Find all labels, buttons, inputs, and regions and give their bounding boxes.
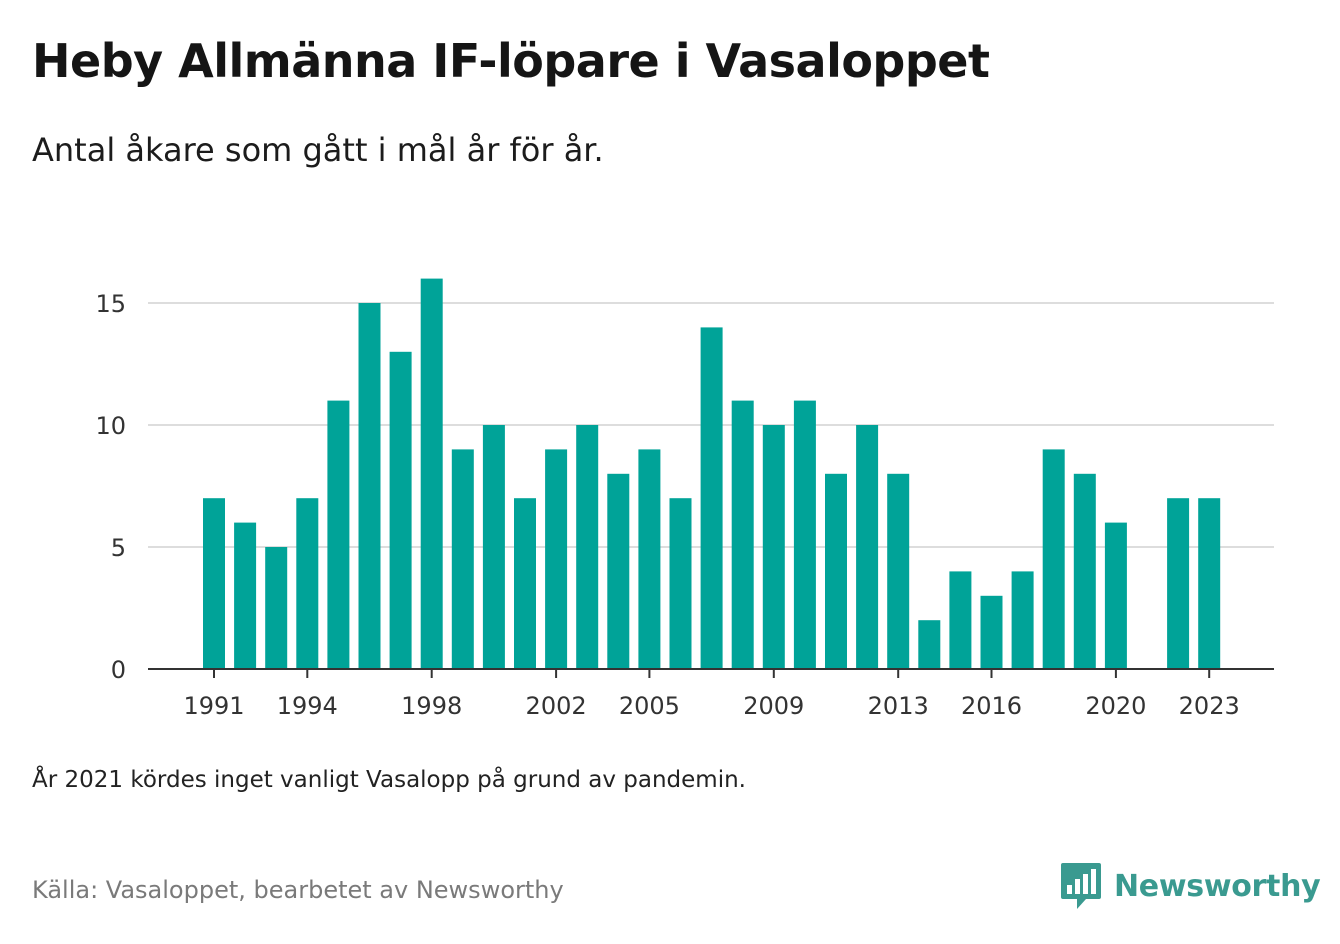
bar-2013	[887, 473, 910, 669]
x-tick-label: 2009	[743, 692, 804, 720]
bar-2002	[545, 449, 568, 669]
bar-2016	[980, 595, 1003, 669]
bar-2022	[1167, 498, 1190, 669]
x-tick-label: 2020	[1085, 692, 1146, 720]
bar-1994	[296, 498, 319, 669]
bar-2018	[1042, 449, 1065, 669]
bar-1995	[327, 400, 350, 669]
bar-2005	[638, 449, 661, 669]
chart-footnote: År 2021 kördes inget vanligt Vasalopp på…	[32, 767, 746, 793]
bar-2009	[762, 425, 785, 669]
bar-2023	[1198, 498, 1221, 669]
x-tick-label: 2005	[619, 692, 680, 720]
newsworthy-brand: Newsworthy	[1060, 860, 1321, 912]
y-tick-label: 15	[95, 290, 126, 318]
x-tick-label: 2002	[526, 692, 587, 720]
x-tick-label: 2013	[868, 692, 929, 720]
bar-2015	[949, 571, 972, 669]
bar-1999	[451, 449, 474, 669]
bars	[203, 278, 1221, 669]
bar-2004	[607, 473, 630, 669]
bar-2006	[669, 498, 692, 669]
bar-2003	[576, 425, 599, 669]
bar-2012	[856, 425, 879, 669]
bar-2008	[731, 400, 754, 669]
bar-2001	[514, 498, 536, 669]
x-tick-label: 1994	[277, 692, 338, 720]
brand-name: Newsworthy	[1114, 868, 1321, 904]
y-tick-label: 10	[95, 412, 126, 440]
bar-2014	[918, 620, 941, 669]
bar-2017	[1011, 571, 1034, 669]
bar-2019	[1073, 473, 1096, 669]
bar-1993	[265, 547, 288, 669]
bar-2000	[482, 425, 505, 669]
newsworthy-logo-icon	[1061, 863, 1101, 909]
bar-1998	[420, 278, 443, 669]
x-tick-label: 2023	[1179, 692, 1240, 720]
bar-1996	[358, 303, 381, 669]
bar-2007	[700, 327, 723, 669]
y-tick-label: 0	[111, 656, 126, 684]
y-tick-label: 5	[111, 534, 126, 562]
x-tick-label: 1998	[401, 692, 462, 720]
chart-subtitle: Antal åkare som gått i mål år för år.	[32, 131, 604, 169]
bar-2020	[1104, 522, 1127, 669]
bar-1997	[389, 351, 412, 669]
bar-1991	[203, 498, 225, 669]
bar-2010	[793, 400, 816, 669]
x-tick-label: 2016	[961, 692, 1022, 720]
bar-1992	[234, 522, 257, 669]
axes: 0 5 10 15 1991 1994 1998 2002 2005 2009 2013 2016 20…	[95, 290, 1274, 720]
source-credit: Källa: Vasaloppet, bearbetet av Newswort…	[32, 876, 564, 904]
x-tick-label: 1991	[183, 692, 244, 720]
bar-2011	[825, 473, 847, 669]
chart-title: Heby Allmänna IF-löpare i Vasaloppet	[32, 34, 990, 88]
